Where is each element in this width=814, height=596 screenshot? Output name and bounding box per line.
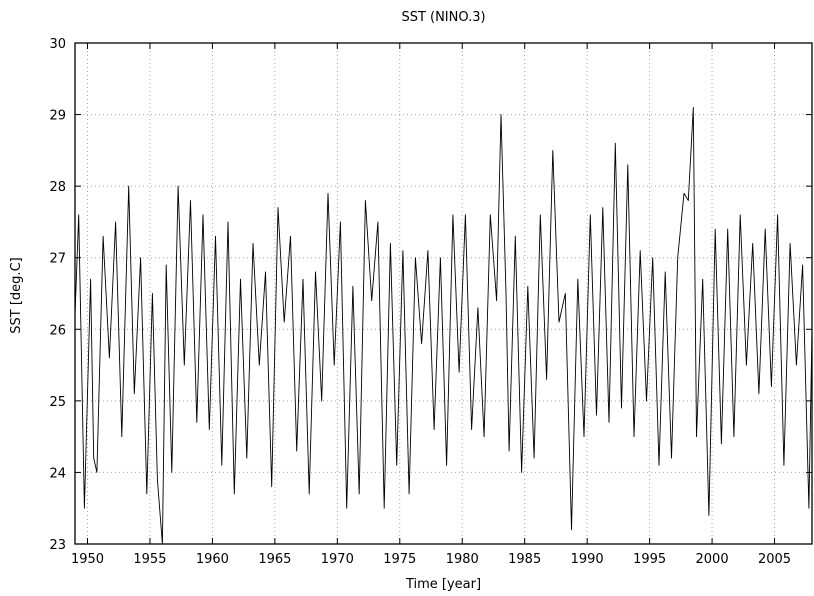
x-tick-label: 1995: [633, 552, 666, 567]
x-tick-label: 2005: [758, 552, 791, 567]
y-tick-label: 30: [49, 37, 66, 52]
y-tick-label: 25: [49, 395, 66, 410]
axis-ticks: [75, 42, 812, 545]
y-tick-label: 24: [49, 466, 66, 481]
y-tick-label: 23: [49, 538, 66, 553]
y-tick-label: 29: [49, 109, 66, 124]
x-tick-label: 1975: [383, 552, 416, 567]
chart-title: SST (NINO.3): [401, 10, 485, 25]
x-axis-label: Time [year]: [405, 577, 481, 592]
y-tick-label: 28: [49, 180, 66, 195]
plot-frame: [74, 42, 813, 545]
y-axis-label: SST [deg.C]: [9, 257, 24, 333]
series-line-0: [74, 106, 813, 545]
x-tick-label: 1960: [196, 552, 229, 567]
x-tick-label: 1950: [71, 552, 104, 567]
gridlines: [75, 42, 812, 545]
x-tick-label: 1980: [446, 552, 479, 567]
x-tick-label: 1985: [508, 552, 541, 567]
y-tick-label: 27: [49, 252, 66, 267]
x-tick-label: 1990: [571, 552, 604, 567]
x-tick-label: 1955: [133, 552, 166, 567]
x-tick-label: 1965: [258, 552, 291, 567]
y-tick-label: 26: [49, 323, 66, 338]
x-tick-label: 2000: [696, 552, 729, 567]
x-tick-label: 1970: [321, 552, 354, 567]
series-layer: [74, 106, 813, 545]
